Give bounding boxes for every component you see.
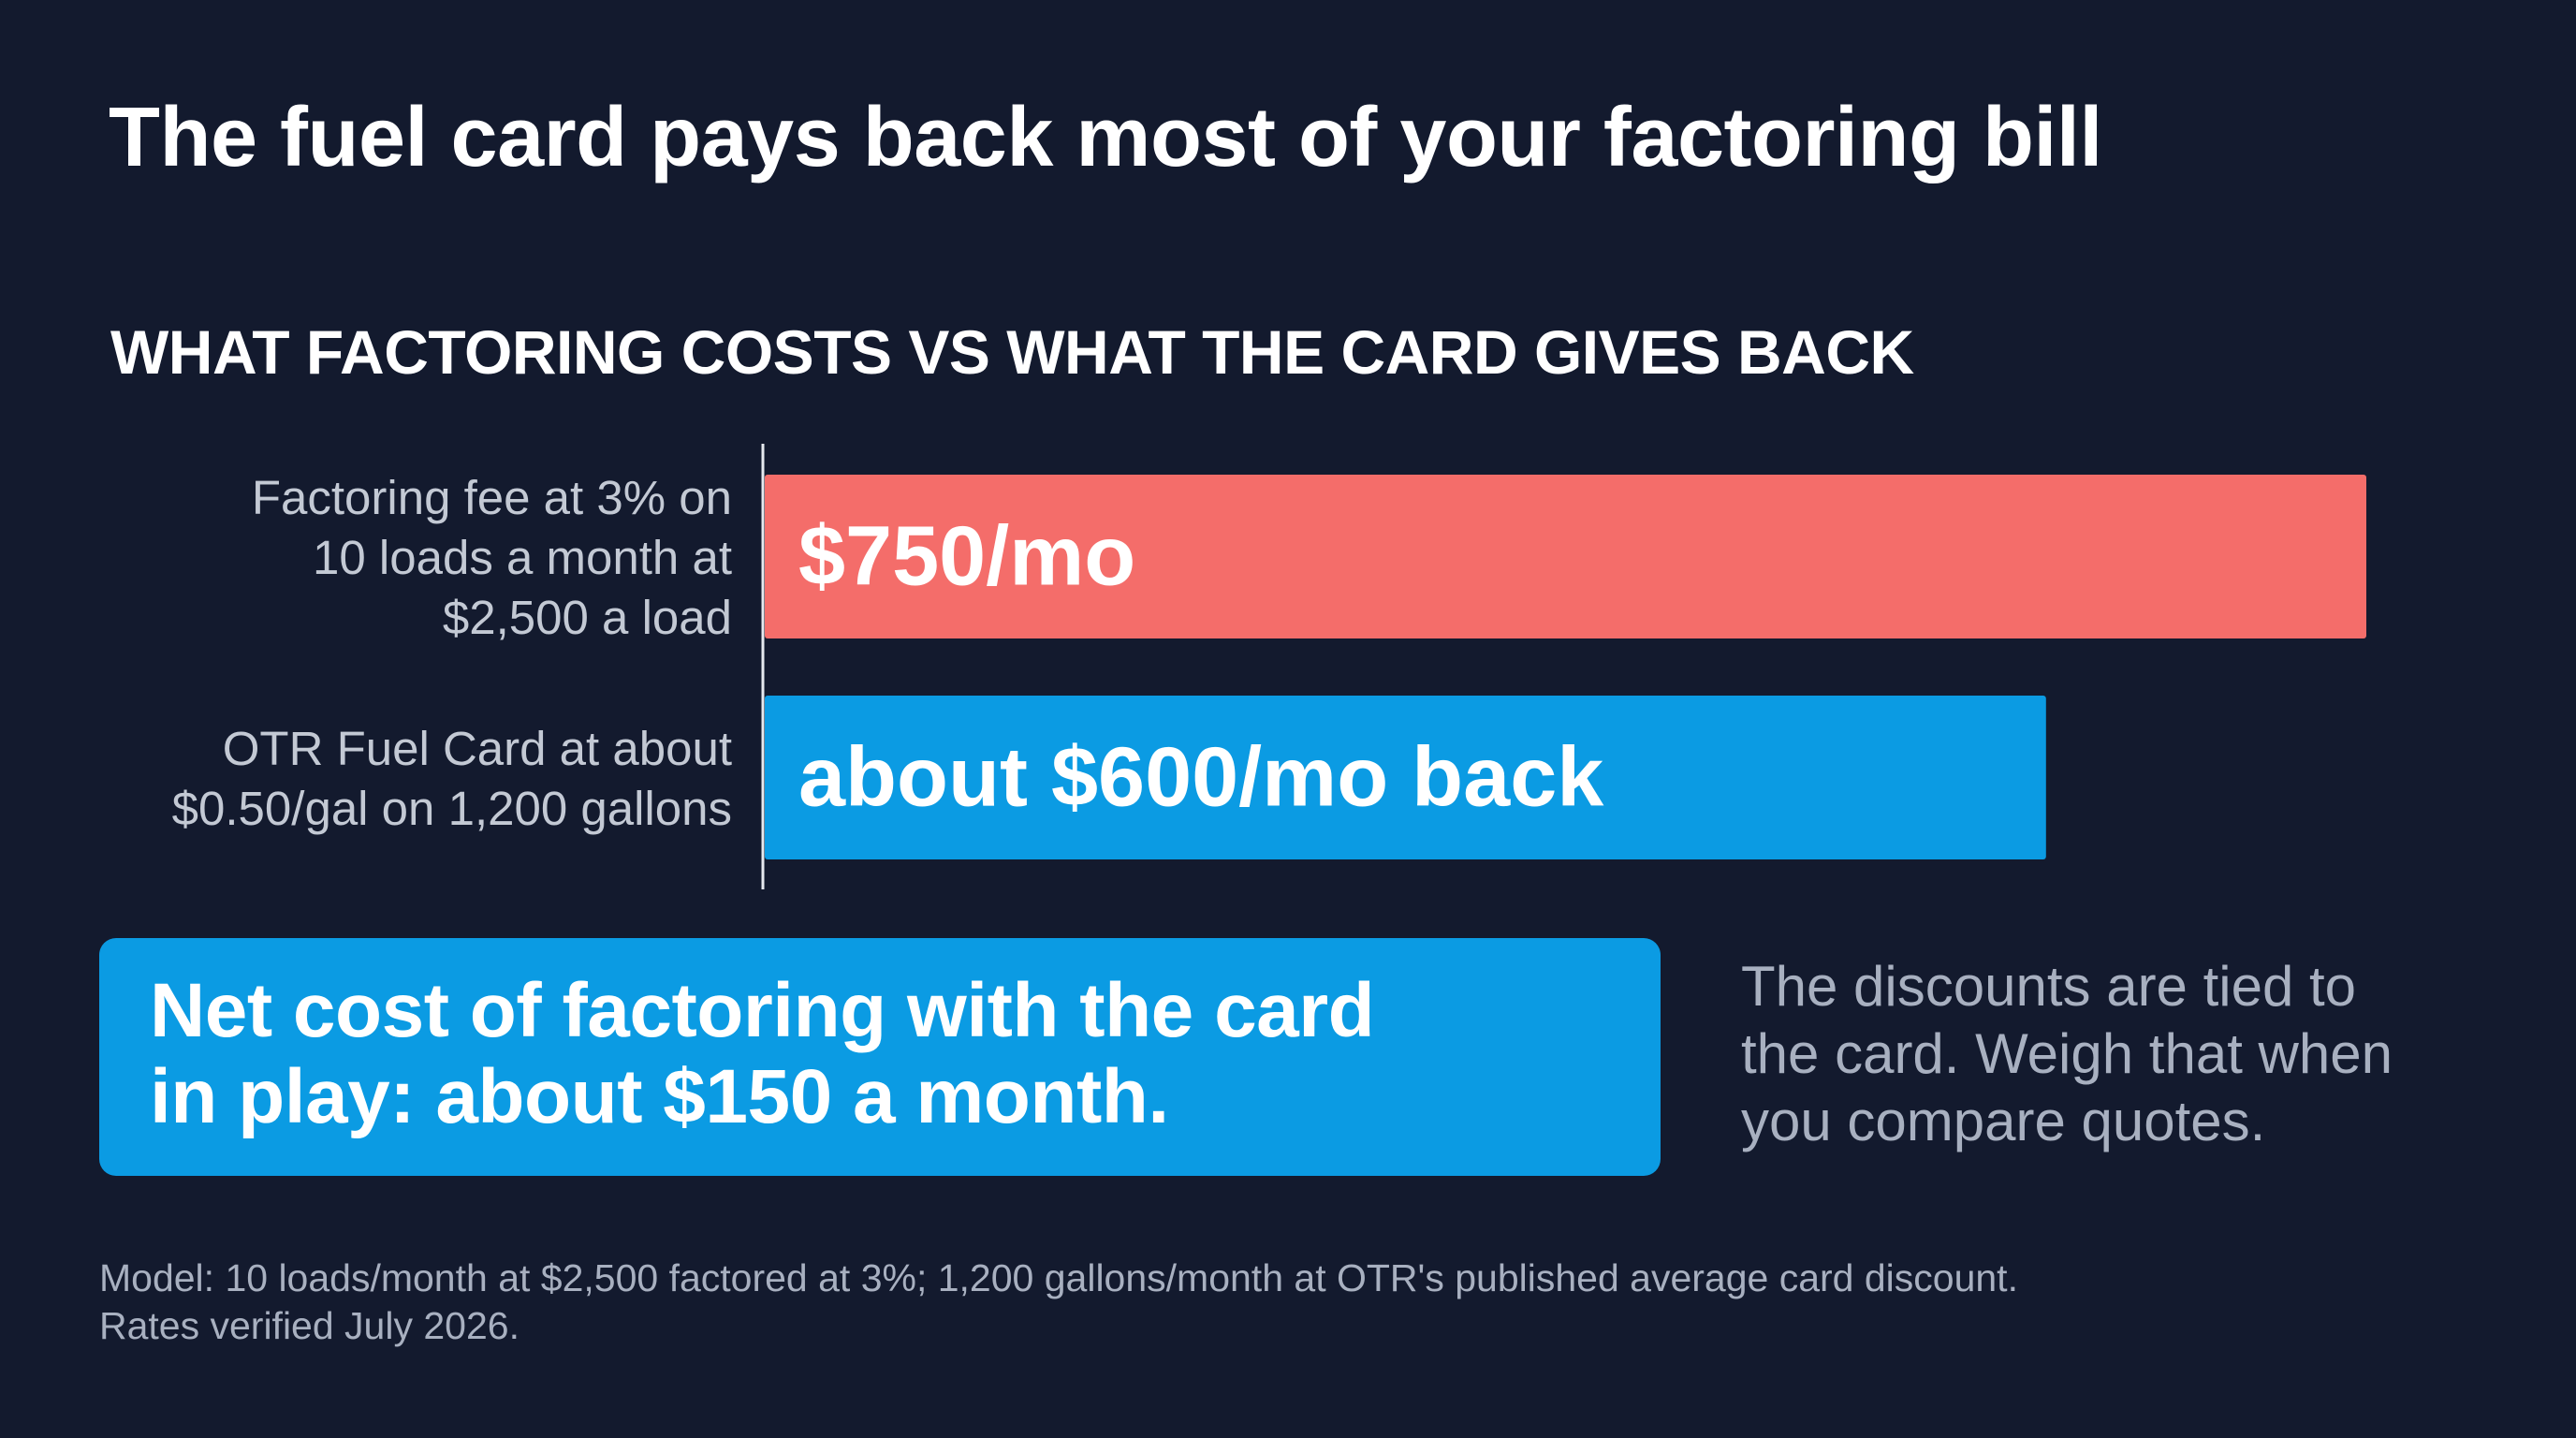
footnote: Model: 10 loads/month at $2,500 factored… [99, 1256, 2018, 1347]
chart-subtitle: WHAT FACTORING COSTS VS WHAT THE CARD GI… [110, 317, 1914, 387]
chart-title: The fuel card pays back most of your fac… [109, 91, 2102, 184]
net-cost-callout: Net cost of factoring with the card in p… [99, 938, 1661, 1176]
bar-value-label-1: about $600/mo back [798, 731, 1604, 825]
bar-chart: $750/mo about $600/mo back [761, 444, 2366, 889]
side-note: The discounts are tied to the card. Weig… [1741, 955, 2393, 1152]
net-cost-callout-text: Net cost of factoring with the card in p… [150, 968, 1375, 1139]
bar-1 [765, 696, 2046, 859]
bar-category-label-fuel-card: OTR Fuel Card at about $0.50/gal on 1,20… [171, 722, 732, 835]
bar-category-label-factoring: Factoring fee at 3% on 10 loads a month … [251, 471, 732, 644]
bar-value-label-0: $750/mo [798, 510, 1135, 604]
bar-0 [765, 475, 2366, 638]
